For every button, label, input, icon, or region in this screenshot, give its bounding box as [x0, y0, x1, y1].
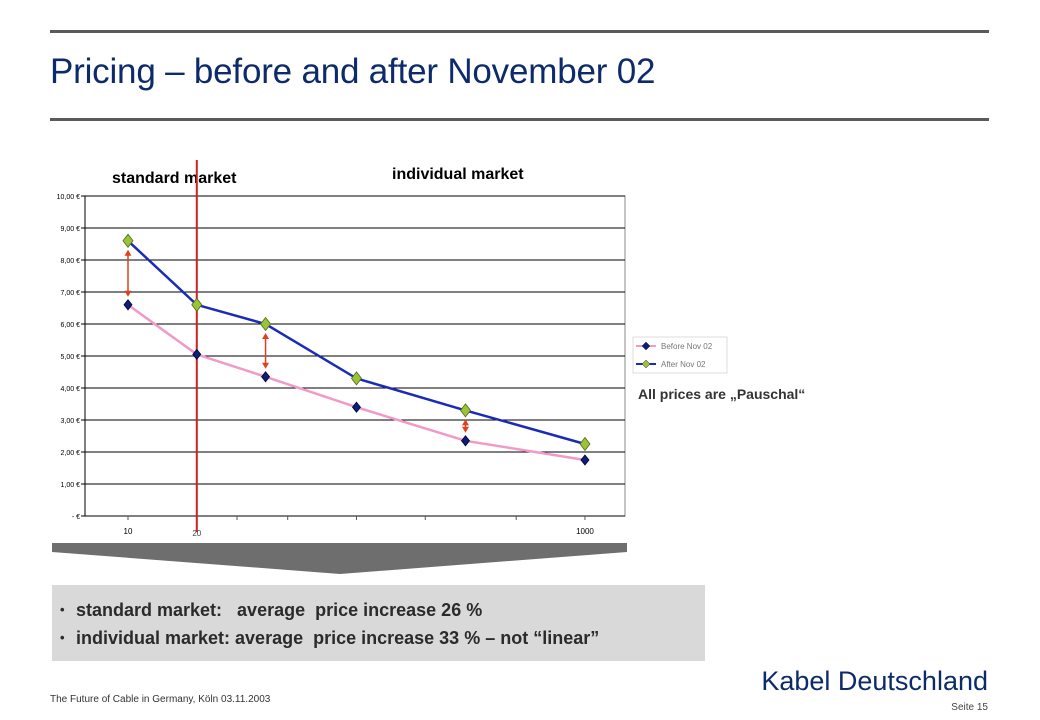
data-point-before — [123, 299, 133, 311]
divider-label: 20 — [192, 529, 201, 538]
funnel-shape — [52, 543, 627, 574]
page-number: Seite 15 — [951, 702, 988, 713]
page-title: Pricing – before and after November 02 — [50, 52, 656, 91]
summary-text-individual: individual market: average price increas… — [76, 628, 600, 648]
arrow-head-down — [262, 362, 270, 369]
footer-text: The Future of Cable in Germany, Köln 03.… — [50, 694, 271, 705]
x-tick-label: 1000 — [576, 527, 594, 536]
standard-market-label: standard market — [112, 170, 237, 187]
individual-market-label: individual market — [392, 166, 524, 183]
y-tick-label: 4,00 € — [61, 386, 81, 393]
legend-entry: Before Nov 02 — [661, 342, 713, 351]
top-rule — [50, 30, 989, 33]
summary-text-standard: standard market: average price increase … — [76, 600, 483, 620]
data-point-before — [192, 348, 202, 361]
y-tick-label: 3,00 € — [61, 418, 81, 425]
legend-box — [632, 336, 728, 374]
data-point-after — [350, 371, 362, 386]
data-point-after — [122, 233, 134, 248]
y-tick-label: 10,00 € — [57, 194, 80, 201]
summary-bullet-standard: • standard market: average price increase… — [60, 597, 705, 625]
x-tick-label: 10 — [124, 527, 133, 536]
series-line-after — [127, 239, 586, 446]
data-point-after — [459, 403, 472, 418]
data-point-before — [580, 454, 590, 466]
data-point-before — [351, 401, 361, 413]
data-point-after — [191, 297, 203, 312]
data-point-before — [460, 435, 471, 447]
arrow-head-up — [124, 249, 132, 256]
title-underline — [50, 118, 989, 121]
y-tick-label: - € — [72, 514, 80, 521]
arrow-head-down — [124, 290, 132, 297]
summary-bullet-individual: • individual market: average price increa… — [60, 625, 705, 653]
pricing-note: All prices are „Pauschal“ — [638, 386, 806, 402]
arrow-head-down — [461, 426, 469, 433]
legend-swatch-marker — [641, 359, 651, 369]
arrow-head-up — [262, 333, 270, 339]
pricing-chart: 10,00 € 9,00 € 8,00 € 7,00 € 6,00 € 5,00 € 4,0… — [52, 160, 728, 574]
data-point-before — [261, 371, 271, 383]
series-line-before — [127, 303, 586, 462]
brand-logo-text: Kabel Deutschland — [761, 666, 988, 696]
y-tick-label: 7,00 € — [61, 290, 81, 297]
legend-entry: After Nov 02 — [661, 360, 706, 369]
y-tick-label: 1,00 € — [61, 482, 81, 489]
bullet-dot: • — [60, 602, 65, 617]
data-point-after — [260, 316, 272, 332]
summary-box: • standard market: average price increase… — [52, 585, 705, 661]
legend-swatch-marker — [641, 341, 651, 351]
y-tick-label: 2,00 € — [61, 450, 81, 457]
y-tick-label: 6,00 € — [61, 322, 81, 329]
y-tick-label: 5,00 € — [61, 354, 81, 361]
arrow-head-up — [461, 419, 469, 426]
y-tick-label: 8,00 € — [61, 258, 81, 265]
bullet-dot: • — [60, 630, 65, 645]
y-tick-label: 9,00 € — [61, 226, 81, 233]
data-point-after — [579, 436, 591, 452]
